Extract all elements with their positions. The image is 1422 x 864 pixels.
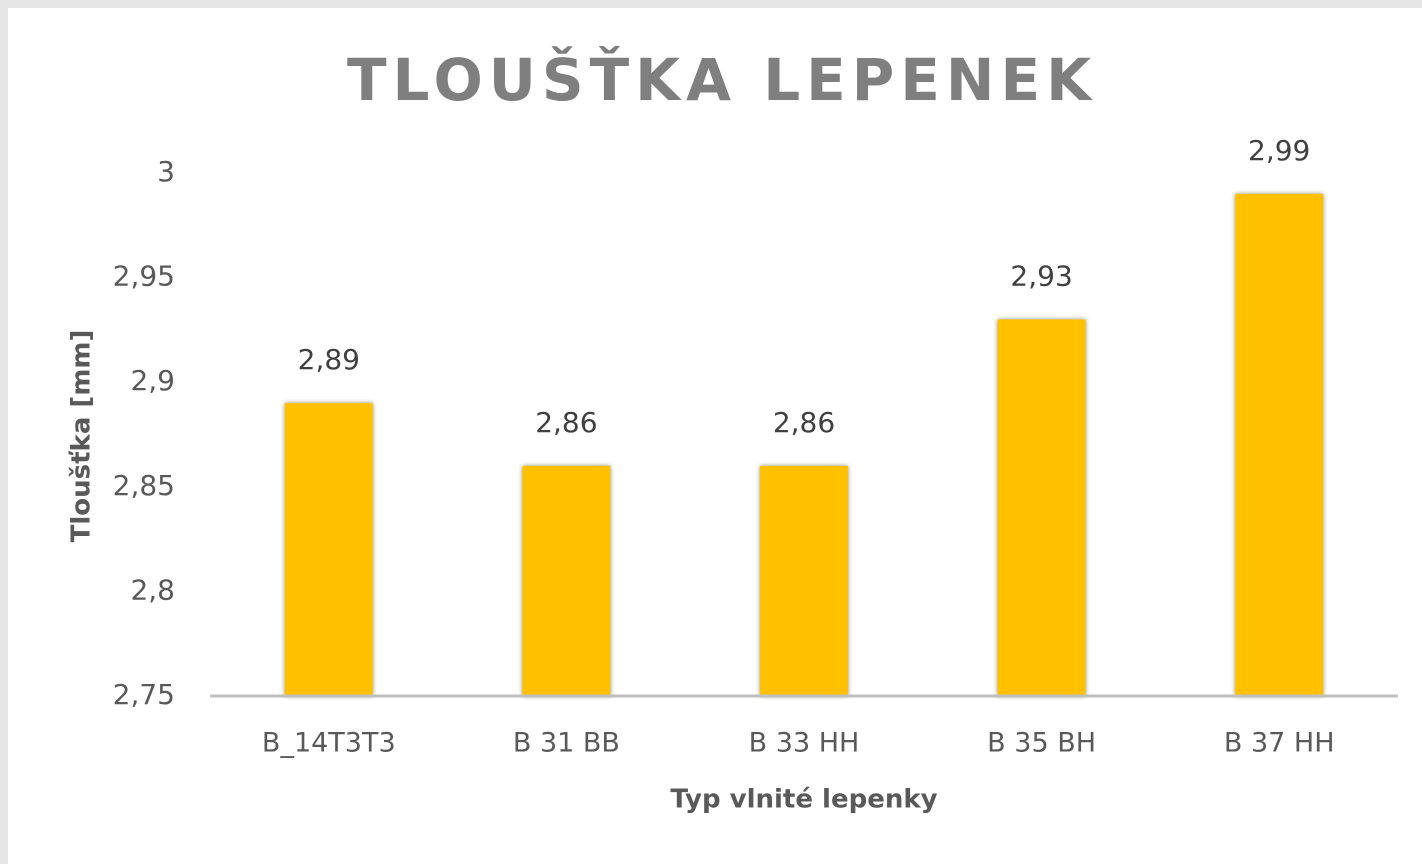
data-label: 2,86 — [535, 406, 597, 439]
x-tick-label: B_14T3T3 — [262, 728, 396, 759]
bar — [760, 465, 848, 696]
bar — [997, 319, 1086, 696]
data-label: 2,99 — [1248, 134, 1310, 167]
x-tick-label: B 35 BH — [987, 728, 1096, 759]
data-label: 2,86 — [773, 406, 835, 439]
x-axis-label: Typ vlnité lepenky — [670, 785, 937, 815]
x-tick-label: B 31 BB — [513, 728, 620, 759]
chart-title: TLOUŠŤKA LEPENEK — [347, 45, 1097, 114]
data-label: 2,89 — [298, 343, 360, 376]
y-tick-label: 2,8 — [130, 573, 175, 606]
x-tick-label: B 33 HH — [749, 728, 860, 759]
y-tick-label: 2,95 — [113, 260, 175, 293]
bar — [284, 403, 373, 696]
chart-background — [8, 8, 1422, 864]
data-label: 2,93 — [1010, 259, 1072, 292]
x-tick-label: B 37 HH — [1224, 728, 1335, 759]
y-tick-label: 2,75 — [113, 678, 175, 711]
bar — [1235, 193, 1324, 697]
y-tick-label: 2,85 — [113, 469, 175, 502]
bar — [522, 465, 611, 696]
y-tick-label: 3 — [157, 155, 175, 188]
y-axis-label: Tloušťka [mm] — [67, 330, 97, 543]
y-tick-label: 2,9 — [130, 364, 175, 397]
